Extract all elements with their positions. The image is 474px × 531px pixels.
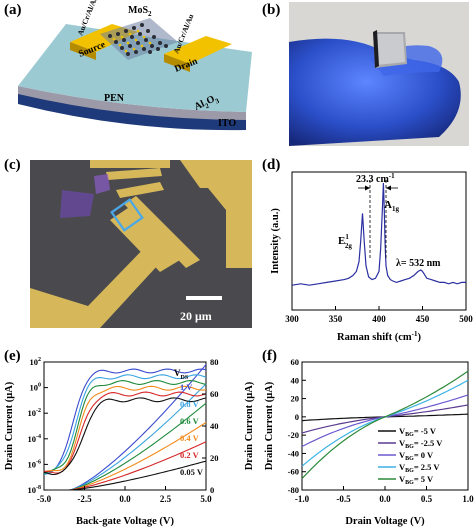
drain-electrode-side: [164, 54, 190, 72]
transfer-ytick-right-label: 0: [210, 485, 214, 495]
transfer-ytick-right-label: 80: [210, 357, 219, 367]
transfer-xlabel: Back-gate Voltage (V): [76, 516, 174, 527]
output-curve: [301, 379, 469, 467]
output-ytick-label: -60: [288, 467, 299, 477]
output-legend-entry: VBG= -5 V: [399, 426, 437, 438]
output-ytick-label: -80: [288, 485, 299, 495]
flexible-chip: [373, 30, 407, 68]
transfer-ylabel-right: Drain Current (μA): [244, 381, 255, 470]
mos2-lattice: [100, 18, 178, 60]
raman-ylabel: Intensity (a.u.): [270, 208, 281, 274]
transfer-legend-entry: 0.6 V: [180, 416, 200, 426]
output-xtick-label: 1.0: [462, 494, 474, 504]
scale-bar: [186, 296, 222, 300]
optical-micrograph: 20 μm: [30, 160, 252, 328]
output-xtick-label: 0.5: [421, 494, 433, 504]
transfer-ytick-right-label: 60: [210, 389, 219, 399]
transfer-ytick-left-label: 100: [30, 383, 42, 393]
panel-label-a: (a): [4, 2, 22, 18]
raman-xtick-label: 350: [329, 314, 343, 324]
panel-label-f: (f): [262, 348, 277, 364]
output-ytick-label: 0: [295, 412, 299, 422]
source-electrode-side: [70, 42, 96, 60]
output-legend-entry: VBG= 5 V: [399, 474, 434, 486]
transfer-ytick-left-label: 102: [30, 357, 42, 367]
bent-device-photo: [289, 2, 469, 146]
raman-spectrum-line: [291, 182, 466, 286]
transfer-xtick-label: -2.5: [77, 494, 92, 504]
panel-label-c: (c): [4, 157, 21, 173]
transfer-legend-entry: 0.2 V: [180, 450, 200, 460]
output-curve: [301, 370, 469, 480]
panel-label-d: (d): [262, 157, 281, 173]
ito-layer-edge: [18, 92, 246, 131]
shift-annotation: 23.3 cm-1: [356, 172, 395, 185]
output-legend-entry: VBG= -2.5 V: [399, 438, 443, 450]
a1g-label: A1g: [384, 199, 399, 213]
transfer-legend-entry: 0.05 V: [180, 467, 204, 477]
transfer-legend-entry: 1 V: [180, 382, 193, 392]
output-ytick-label: -20: [288, 430, 299, 440]
drain-electrode-top: [164, 36, 232, 64]
output-legend-entry: VBG= 0 V: [399, 450, 434, 462]
transfer-ytick-left-label: 10-4: [28, 434, 42, 444]
raman-xtick-label: 300: [285, 314, 299, 324]
output-ytick-label: -40: [288, 448, 299, 458]
output-legend-entry: VBG= 2.5 V: [399, 462, 440, 474]
raman-xtick-label: 400: [372, 314, 386, 324]
output-xlabel: Drain Voltage (V): [345, 516, 425, 527]
transfer-log-curve: [44, 368, 207, 475]
transfer-log-curve: [43, 391, 207, 474]
output-xtick-label: -1.0: [295, 494, 310, 504]
transfer-xtick-label: 0.0: [119, 494, 131, 504]
transfer-legend-entry: 0.4 V: [180, 433, 200, 443]
output-xtick-label: -0.5: [336, 494, 351, 504]
output-ylabel: Drain Current (μA): [264, 381, 275, 470]
wavelength-label: λ= 532 nm: [396, 258, 441, 269]
device-schematic: MoS2 Source Drain Au/Cr/Al/Au Au/Cr/Al/A…: [18, 0, 252, 131]
transfer-ytick-left-label: 10-2: [28, 408, 42, 418]
pen-label: PEN: [104, 93, 125, 104]
raman-xtick-label: 450: [416, 314, 430, 324]
raman-plot-frame: [291, 171, 467, 311]
transfer-xtick-label: -5.0: [37, 494, 52, 504]
transfer-legend-entry: 0.8 V: [180, 399, 200, 409]
output-curve: [301, 394, 469, 448]
output-ytick-label: 60: [291, 357, 300, 367]
scale-bar-label: 20 μm: [180, 309, 212, 323]
raman-chart: 300 350 400 450 500 Raman shift (cm-1) Inten…: [270, 171, 473, 343]
channel-highlight-box: [110, 198, 144, 232]
transfer-ytick-left-label: 10-6: [28, 459, 42, 469]
transfer-xtick-label: 5.0: [200, 494, 212, 504]
transfer-chart: 102 100 10-2 10-4 10-6 10-8 0 20 40 60 80 -5.0 -2.…: [4, 357, 255, 527]
transfer-ylabel-left: Drain Current (μA): [4, 381, 15, 470]
e2g-label: E1 2g: [338, 233, 352, 250]
raman-xlabel: Raman shift (cm-1): [337, 330, 422, 343]
transfer-log-curve: [43, 397, 207, 476]
transfer-log-curve: [43, 374, 207, 476]
transfer-log-curve: [43, 380, 207, 475]
panel-label-e: (e): [4, 348, 21, 364]
transfer-ytick-right-label: 20: [210, 453, 219, 463]
transfer-curves: [43, 364, 207, 491]
transfer-xtick-label: 2.5: [160, 494, 172, 504]
ito-label: ITO: [218, 118, 236, 129]
gold-electrodes: [30, 160, 252, 328]
output-xtick-label: 0.0: [379, 494, 391, 504]
al2o3-label: Al2O3: [193, 92, 221, 114]
output-ytick-label: 20: [291, 394, 300, 404]
output-curves: [301, 370, 469, 480]
mos2-label: MoS2: [128, 5, 152, 18]
output-ytick-label: 40: [291, 375, 300, 385]
transfer-linear-curve: [44, 460, 207, 491]
transfer-log-curve: [43, 385, 207, 473]
panel-label-b: (b): [262, 2, 281, 18]
raman-xtick-label: 500: [459, 314, 473, 324]
al2o3-layer-edge: [18, 86, 246, 120]
transfer-ytick-left-label: 10-8: [28, 485, 42, 495]
transfer-ytick-right-label: 40: [210, 421, 219, 431]
output-chart: 60 40 20 0 -20 -40 -60 -80 -1.0 -0.5 0.0 0.5 1.0 Dr…: [264, 357, 474, 527]
transfer-legend-title: VDS: [174, 368, 189, 381]
